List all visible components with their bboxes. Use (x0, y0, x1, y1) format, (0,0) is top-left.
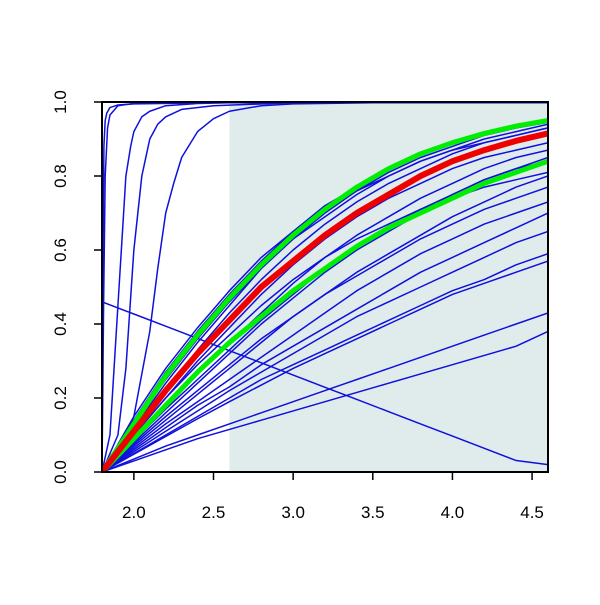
x-axis: 2.0 2.5 3.0 3.5 4.0 4.5 (122, 472, 544, 522)
y-tick-label: 0.8 (51, 164, 70, 188)
series-group (102, 102, 548, 472)
series-line-green-26 (102, 158, 548, 472)
series-line-blue-18 (102, 330, 548, 472)
y-axis: 0.0 0.2 0.4 0.6 0.8 1.0 (51, 90, 102, 484)
x-tick-label: 3.0 (281, 503, 305, 522)
x-tick-label: 4.5 (520, 503, 544, 522)
series-line-blue-14 (102, 212, 548, 472)
series-line-blue-17 (102, 312, 548, 472)
y-tick-label: 0.0 (51, 460, 70, 484)
series-line-blue-15 (102, 252, 548, 472)
y-tick-label: 0.2 (51, 386, 70, 410)
series-line-blue-3 (102, 102, 548, 472)
series-line-red-27 (102, 130, 548, 472)
series-line-blue-13 (102, 201, 548, 472)
series-line-green-25 (102, 118, 548, 472)
x-tick-label: 4.0 (441, 503, 465, 522)
series-line-blue-5 (102, 301, 548, 466)
x-tick-label: 2.5 (202, 503, 226, 522)
series-line-blue-21 (102, 186, 548, 472)
series-line-blue-23 (102, 230, 548, 472)
y-tick-label: 0.4 (51, 312, 70, 336)
shaded-region (229, 102, 548, 472)
x-tick-label: 2.0 (122, 503, 146, 522)
series-line-blue-4 (102, 102, 548, 472)
series-line-blue-2 (102, 102, 548, 472)
series-line-blue-16 (102, 260, 548, 472)
plot-frame (101, 101, 549, 473)
y-tick-label: 0.6 (51, 238, 70, 262)
y-tick-label: 1.0 (51, 90, 70, 114)
x-tick-label: 3.5 (361, 503, 385, 522)
